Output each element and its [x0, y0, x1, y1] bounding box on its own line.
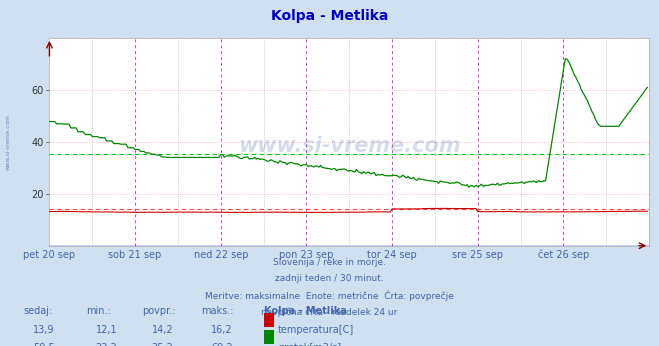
- Text: Meritve: maksimalne  Enote: metrične  Črta: povprečje: Meritve: maksimalne Enote: metrične Črta…: [205, 291, 454, 301]
- Text: 59,5: 59,5: [33, 343, 55, 346]
- Text: zadnji teden / 30 minut.: zadnji teden / 30 minut.: [275, 274, 384, 283]
- Text: Kolpa - Metlika: Kolpa - Metlika: [264, 306, 347, 316]
- Text: min.:: min.:: [86, 306, 111, 316]
- Text: pretok[m3/s]: pretok[m3/s]: [278, 343, 341, 346]
- Text: temperatura[C]: temperatura[C]: [278, 325, 355, 335]
- Text: 14,2: 14,2: [152, 325, 173, 335]
- Text: 35,2: 35,2: [152, 343, 173, 346]
- Text: 16,2: 16,2: [211, 325, 233, 335]
- Text: www.si-vreme.com: www.si-vreme.com: [238, 136, 461, 156]
- Text: Kolpa - Metlika: Kolpa - Metlika: [271, 9, 388, 22]
- Text: 69,2: 69,2: [211, 343, 233, 346]
- Text: 23,3: 23,3: [96, 343, 117, 346]
- Text: povpr.:: povpr.:: [142, 306, 175, 316]
- Text: Slovenija / reke in morje.: Slovenija / reke in morje.: [273, 258, 386, 267]
- Text: maks.:: maks.:: [201, 306, 233, 316]
- Text: 13,9: 13,9: [33, 325, 55, 335]
- Text: sedaj:: sedaj:: [23, 306, 52, 316]
- Text: navpična črta - razdelek 24 ur: navpična črta - razdelek 24 ur: [262, 308, 397, 317]
- Text: 12,1: 12,1: [96, 325, 117, 335]
- Text: www.si-vreme.com: www.si-vreme.com: [5, 114, 11, 170]
